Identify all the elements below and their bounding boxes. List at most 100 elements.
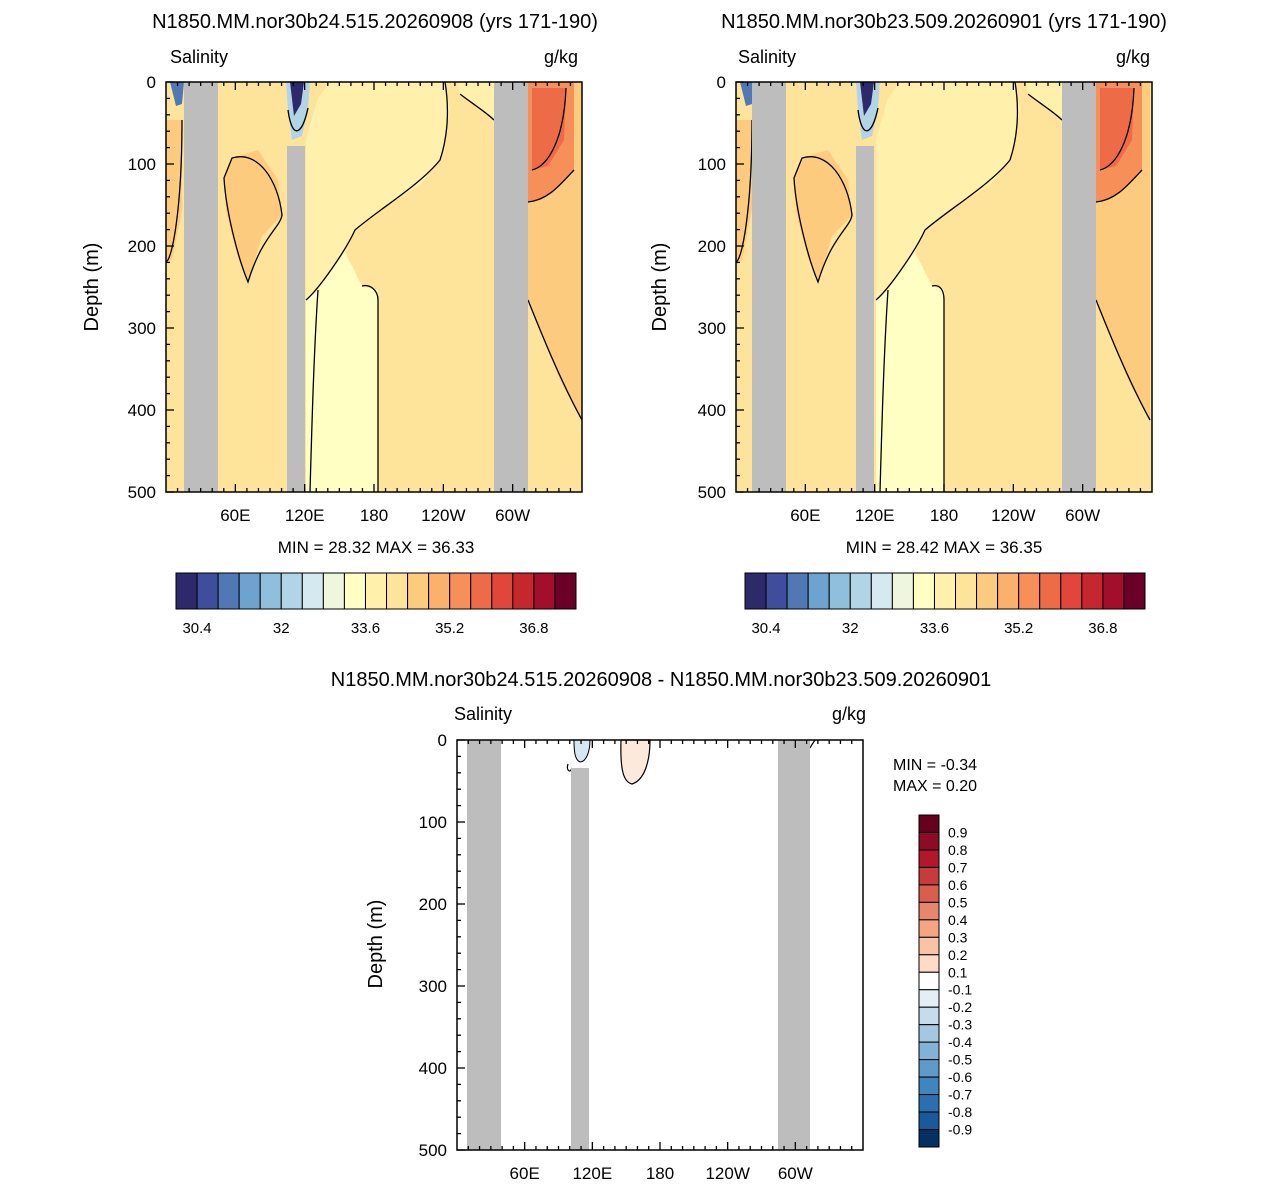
panel-3-units-label: g/kg	[832, 704, 866, 724]
colorbar-label: -0.8	[948, 1104, 972, 1120]
x-tick-label: 120E	[855, 506, 895, 525]
colorbar-label: 0.2	[948, 947, 968, 963]
colorbar-label: 30.4	[182, 620, 211, 637]
colorbar-swatch	[918, 971, 940, 991]
colorbar-swatch	[449, 572, 472, 610]
colorbar-swatch	[386, 572, 409, 610]
panel-1-contour-line	[305, 81, 449, 301]
panel-1-arctic-fresh	[170, 82, 184, 106]
colorbar-swatch	[301, 572, 324, 610]
panel-2-contour-line	[1027, 93, 1063, 121]
panel-2-plot-area	[735, 81, 1153, 493]
panel-2-contour-line	[857, 107, 879, 132]
colorbar-swatch	[918, 866, 940, 886]
colorbar-label: 32	[273, 620, 290, 637]
x-tick-label: 120W	[421, 506, 465, 525]
panel-2-east-fresh	[1026, 82, 1062, 120]
colorbar-swatch	[280, 572, 303, 610]
x-tick-label: 60W	[1065, 506, 1100, 525]
colorbar-swatch	[912, 572, 935, 610]
panel-3-plot-area	[456, 739, 864, 1151]
y-tick-label: 200	[419, 895, 447, 914]
panel-1-land-mask-americas	[494, 82, 528, 492]
colorbar-swatch	[238, 572, 261, 610]
colorbar-swatch	[870, 572, 893, 610]
colorbar-swatch	[786, 572, 809, 610]
panel-1-contour-line	[223, 156, 283, 284]
panel-2-land-mask-africa	[752, 82, 786, 492]
colorbar-swatch	[918, 1129, 940, 1148]
panel-2-min-max-text: MIN = 28.42 MAX = 36.35	[846, 538, 1043, 557]
x-tick-label: 60W	[778, 1164, 813, 1183]
y-tick-label: 500	[128, 483, 156, 502]
panel-2-land-mask-indonesia	[856, 146, 874, 492]
panel-3-variable-label: Salinity	[454, 704, 512, 724]
panel-3-title: N1850.MM.nor30b24.515.20260908 - N1850.M…	[331, 669, 992, 691]
colorbar-swatch	[997, 572, 1020, 610]
colorbar-swatch	[918, 936, 940, 956]
y-tick-label: 400	[128, 401, 156, 420]
y-tick-label: 300	[128, 319, 156, 338]
colorbar-swatch	[470, 572, 493, 610]
y-tick-label: 400	[419, 1059, 447, 1078]
panel-2-arctic-fresh	[740, 82, 754, 106]
panel-2-contour-line	[1099, 87, 1135, 171]
colorbar-swatch	[196, 572, 219, 610]
panel-1-land-mask-africa	[184, 82, 218, 492]
y-tick-label: 300	[698, 319, 726, 338]
colorbar-swatch	[364, 572, 388, 610]
colorbar-label: 0.7	[948, 859, 968, 875]
panel-2-contour-line	[793, 156, 853, 284]
y-tick-label: 300	[419, 977, 447, 996]
colorbar-label: 30.4	[751, 620, 780, 637]
colorbar-label: -0.7	[948, 1087, 972, 1103]
colorbar-swatch	[533, 572, 556, 610]
panel-1-contour-line	[459, 93, 495, 121]
colorbar-label: 0.8	[948, 842, 968, 858]
colorbar-swatch	[918, 1024, 940, 1043]
colorbar-label: -0.1	[948, 982, 972, 998]
panel-2-fresh-pacific-region	[876, 82, 1020, 300]
y-tick-label: 100	[419, 813, 447, 832]
colorbar-swatch	[343, 572, 366, 610]
colorbar-swatch	[259, 572, 282, 610]
x-tick-label: 180	[646, 1164, 674, 1183]
colorbar-swatch	[1102, 572, 1125, 610]
colorbar-label: 36.8	[519, 620, 548, 637]
panel-1-y-axis-label: Depth (m)	[81, 243, 103, 332]
panel-3-land-mask-americas	[778, 740, 810, 1150]
colorbar-label: 0.3	[948, 929, 968, 945]
panel-2-colorbar: 30.4 32 33.6 35.2 36.8	[744, 572, 1146, 637]
panel-2-west-edge-salty	[736, 120, 752, 262]
y-tick-label: 200	[128, 237, 156, 256]
panel-2-variable-label: Salinity	[738, 47, 796, 67]
panel-1-contour-line	[527, 169, 575, 203]
colorbar-swatch	[918, 1111, 940, 1131]
colorbar-swatch	[918, 849, 940, 868]
panel-1: N1850.MM.nor30b24.515.20260908 (yrs 171-…	[81, 11, 598, 637]
colorbar-swatch	[407, 572, 430, 610]
colorbar-swatch	[933, 572, 957, 610]
x-tick-label: 120W	[991, 506, 1035, 525]
panel-1-colorbar: 30.4 32 33.6 35.2 36.8	[175, 572, 577, 637]
panel-1-land-mask-indonesia	[287, 146, 305, 492]
panel-2-y-axis-label: Depth (m)	[649, 243, 671, 332]
colorbar-swatch	[918, 901, 940, 921]
colorbar-swatch	[217, 572, 240, 610]
colorbar-swatch	[918, 989, 940, 1008]
panel-1-contour-line	[361, 284, 379, 492]
x-tick-label: 60E	[790, 506, 820, 525]
colorbar-label: -0.5	[948, 1052, 972, 1068]
colorbar-swatch	[512, 572, 535, 610]
colorbar-swatch	[849, 572, 872, 610]
panel-2-y-ticks: 0 100 200 300 400 500	[698, 73, 744, 502]
y-tick-label: 0	[147, 73, 156, 92]
colorbar-swatch	[918, 1094, 940, 1113]
panel-1-contour-line	[309, 289, 319, 493]
colorbar-label: 0.6	[948, 877, 968, 893]
y-tick-label: 100	[698, 155, 726, 174]
colorbar-swatch	[1018, 572, 1041, 610]
panel-2-title: N1850.MM.nor30b23.509.20260901 (yrs 171-…	[721, 11, 1167, 33]
panel-1-contour-line	[527, 299, 583, 421]
